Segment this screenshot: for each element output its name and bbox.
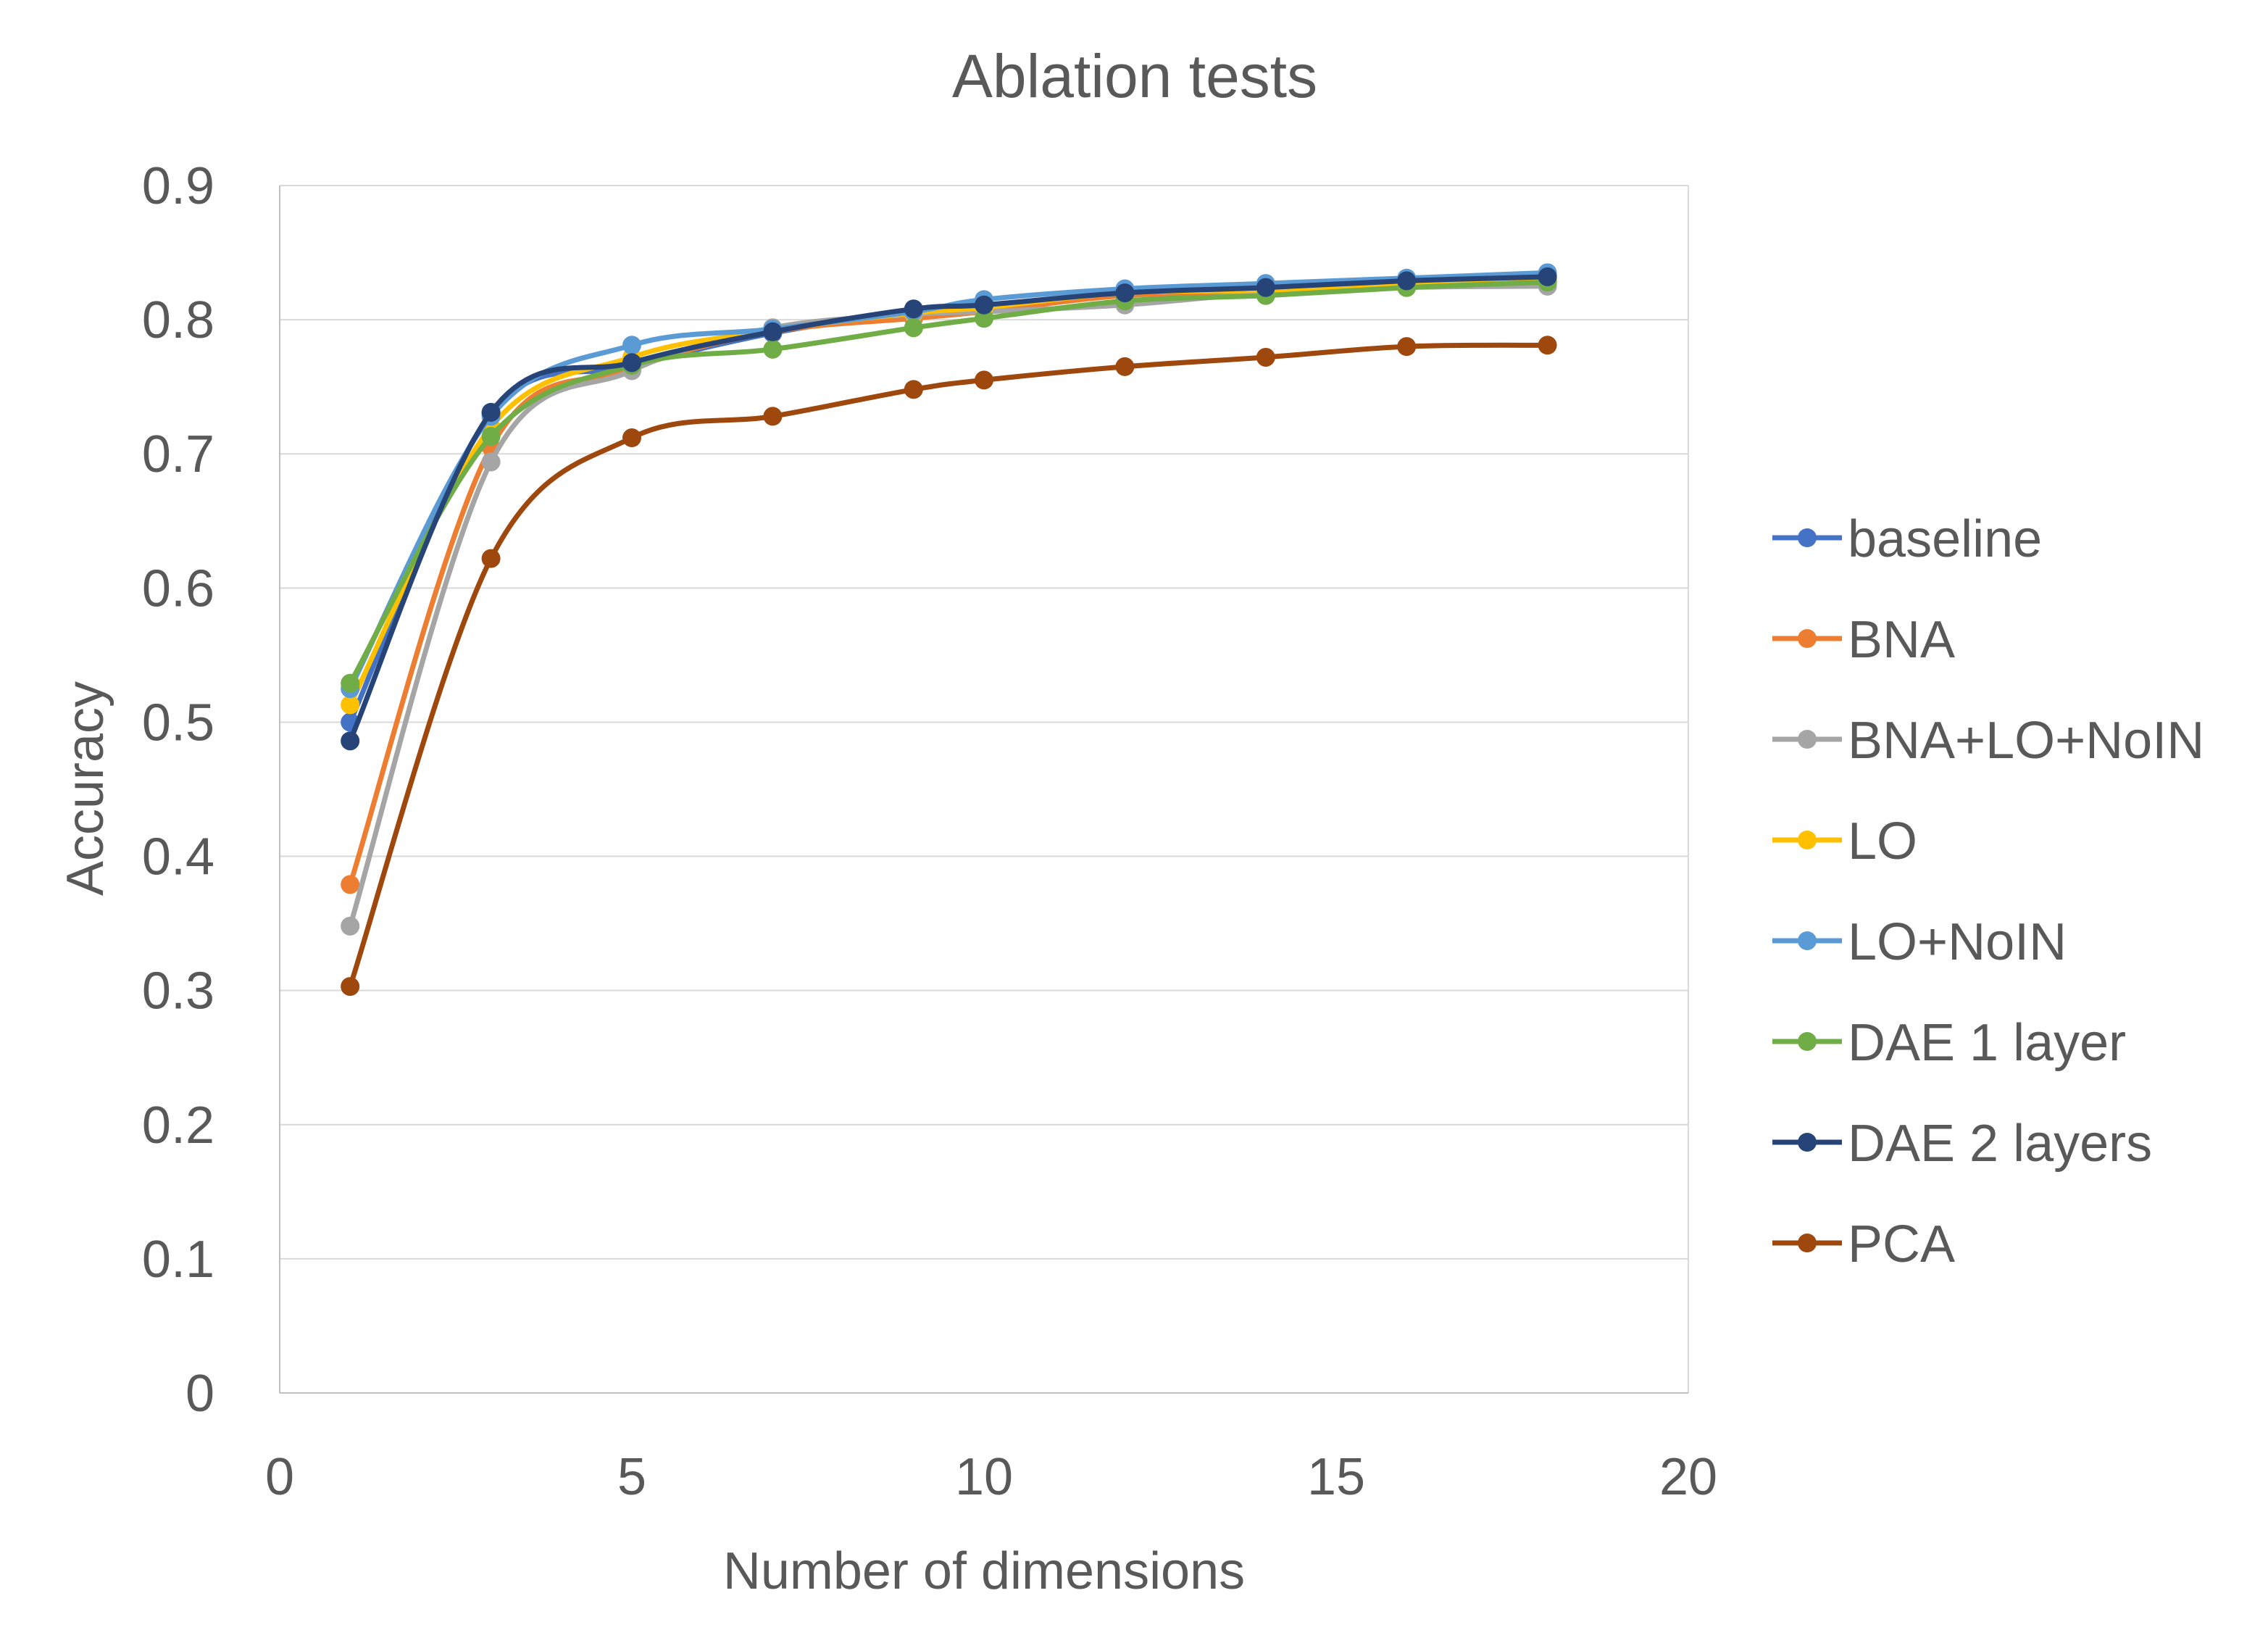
data-point-bna-1 bbox=[341, 875, 360, 894]
legend-swatch-marker bbox=[1798, 1032, 1817, 1051]
legend-label: baseline bbox=[1848, 510, 2042, 568]
legend-item-lo-noin: LO+NoIN bbox=[1772, 913, 2067, 971]
legend-item-dae-1-layer: DAE 1 layer bbox=[1772, 1014, 2126, 1072]
legend-swatch-marker bbox=[1798, 1133, 1817, 1152]
data-point-pca-7 bbox=[763, 407, 783, 426]
data-point-dae-2-layers-1 bbox=[341, 731, 360, 751]
x-tick-label: 0 bbox=[265, 1448, 294, 1506]
legend-item-pca: PCA bbox=[1772, 1215, 1955, 1273]
legend-label: DAE 1 layer bbox=[1848, 1014, 2126, 1072]
series-line-dae-1-layer bbox=[347, 279, 1551, 686]
legend-label: LO+NoIN bbox=[1848, 913, 2067, 971]
y-tick-label: 0.3 bbox=[142, 962, 214, 1020]
data-point-pca-5 bbox=[622, 428, 641, 448]
y-tick-label: 0.1 bbox=[142, 1231, 214, 1289]
series-line-bna bbox=[347, 277, 1551, 887]
data-point-pca-3 bbox=[481, 549, 501, 568]
data-point-dae-2-layers-16 bbox=[1397, 271, 1417, 291]
data-point-pca-1 bbox=[341, 977, 360, 997]
y-tick-label: 0 bbox=[185, 1365, 214, 1423]
y-tick-label: 0.5 bbox=[142, 694, 214, 752]
y-tick-label: 0.9 bbox=[142, 157, 214, 215]
data-point-pca-14 bbox=[1256, 347, 1275, 367]
data-point-lo-noin-5 bbox=[622, 336, 641, 355]
data-point-dae-1-layer-10 bbox=[975, 309, 993, 328]
data-point-dae-2-layers-14 bbox=[1256, 278, 1275, 297]
data-point-dae-1-layer-7 bbox=[763, 339, 783, 359]
series-lo bbox=[341, 270, 1557, 715]
y-tick-label: 0.8 bbox=[142, 291, 214, 349]
data-point-bna-lo-noin-1 bbox=[341, 916, 360, 936]
legend-swatch-marker bbox=[1798, 528, 1817, 547]
data-point-dae-2-layers-10 bbox=[975, 295, 993, 315]
data-point-dae-2-layers-12 bbox=[1115, 283, 1135, 303]
legend-label: DAE 2 layers bbox=[1848, 1115, 2152, 1173]
data-point-dae-1-layer-9 bbox=[904, 318, 923, 338]
data-point-dae-1-layer-1 bbox=[341, 673, 360, 693]
data-point-dae-2-layers-7 bbox=[763, 322, 783, 341]
data-point-pca-12 bbox=[1115, 357, 1135, 376]
legend-label: LO bbox=[1848, 812, 1917, 870]
y-tick-label: 0.6 bbox=[142, 560, 214, 617]
series-line-lo bbox=[347, 277, 1551, 707]
data-point-dae-1-layer-3 bbox=[481, 427, 501, 446]
legend-swatch-marker bbox=[1798, 629, 1817, 648]
series-pca bbox=[341, 336, 1557, 997]
y-tick-label: 0.7 bbox=[142, 425, 214, 483]
y-axis-label: Accuracy bbox=[57, 681, 114, 896]
series-lo-noin bbox=[341, 263, 1557, 699]
x-tick-label: 5 bbox=[617, 1448, 646, 1506]
data-point-dae-2-layers-5 bbox=[622, 353, 641, 373]
legend-item-bna: BNA bbox=[1772, 611, 1955, 669]
x-tick-label: 20 bbox=[1659, 1448, 1717, 1506]
data-point-dae-2-layers-18 bbox=[1538, 267, 1557, 286]
series-dae-2-layers bbox=[341, 267, 1557, 751]
data-point-dae-2-layers-9 bbox=[904, 299, 923, 319]
series-bna-lo-noin bbox=[341, 276, 1557, 936]
data-point-dae-2-layers-3 bbox=[481, 402, 501, 422]
series-line-lo-noin bbox=[347, 270, 1551, 691]
data-point-pca-10 bbox=[975, 370, 993, 390]
x-axis-label: Number of dimensions bbox=[723, 1542, 1245, 1600]
data-point-pca-18 bbox=[1538, 336, 1557, 355]
legend-label: PCA bbox=[1848, 1215, 1955, 1273]
legend-item-bna-lo-noin: BNA+LO+NoIN bbox=[1772, 712, 2204, 770]
legend-item-dae-2-layers: DAE 2 layers bbox=[1772, 1115, 2152, 1173]
y-tick-label: 0.2 bbox=[142, 1097, 214, 1155]
data-point-pca-16 bbox=[1397, 337, 1417, 357]
legend-swatch-marker bbox=[1798, 730, 1817, 749]
legend-label: BNA+LO+NoIN bbox=[1848, 712, 2204, 770]
y-tick-label: 0.4 bbox=[142, 828, 214, 886]
legend-item-lo: LO bbox=[1772, 812, 1917, 870]
legend-label: BNA bbox=[1848, 611, 1955, 669]
data-point-pca-9 bbox=[904, 380, 923, 399]
legend-item-baseline: baseline bbox=[1772, 510, 2042, 568]
legend-swatch-marker bbox=[1798, 1234, 1817, 1252]
data-point-bna-lo-noin-3 bbox=[481, 452, 501, 472]
legend: baseline BNA BNA+LO+NoIN LO LO+NoIN DAE 1 lay… bbox=[1772, 510, 2204, 1273]
chart-title: Ablation tests bbox=[952, 42, 1317, 110]
x-tick-label: 10 bbox=[955, 1448, 1013, 1506]
legend-swatch-marker bbox=[1798, 931, 1817, 950]
legend-swatch-marker bbox=[1798, 831, 1817, 849]
series-line-pca bbox=[347, 342, 1551, 989]
series-baseline bbox=[341, 267, 1557, 732]
plot-series bbox=[341, 263, 1557, 997]
series-dae-1-layer bbox=[341, 273, 1557, 693]
x-tick-label: 15 bbox=[1307, 1448, 1365, 1506]
data-point-lo-1 bbox=[341, 695, 360, 715]
axes: 0 0.1 0.2 0.3 0.4 0.5 0.6 0.7 0.8 0.9 0 5 10 15 20 bbox=[142, 157, 1717, 1506]
series-bna bbox=[341, 270, 1557, 894]
